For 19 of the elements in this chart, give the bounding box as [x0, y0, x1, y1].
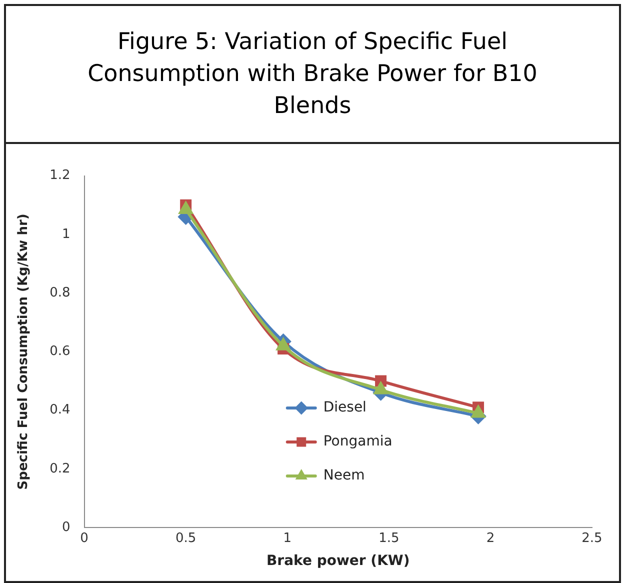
x-tick-label: 1: [283, 530, 292, 546]
y-tick-label: 1.2: [50, 168, 70, 184]
legend-label: Diesel: [323, 400, 366, 416]
y-tick-label: 0.8: [50, 285, 70, 300]
x-tick-label: 0.5: [175, 530, 196, 546]
x-tick-label: 2.5: [582, 530, 602, 546]
x-tick-label: 0: [80, 530, 88, 546]
y-tick-label: 0: [62, 520, 70, 535]
x-tick-label: 1.5: [378, 530, 400, 546]
y-tick-label: 0.4: [50, 402, 70, 418]
y-tick-label: 1: [62, 226, 70, 242]
y-axis-title: Specific Fuel Consumption (Kg/Kw hr): [16, 214, 32, 490]
x-tick-label: 2: [486, 530, 495, 546]
legend-label: Pongamia: [323, 434, 392, 450]
chart-title: Figure 5: Variation of Specific Fuel Consumption with Brake Power for B10 Blends: [4, 4, 621, 144]
y-tick-label: 0.6: [50, 344, 70, 360]
legend-label: Neem: [323, 468, 365, 484]
y-tick-label: 0.2: [50, 461, 70, 476]
x-axis-title: Brake power (KW): [266, 553, 410, 570]
